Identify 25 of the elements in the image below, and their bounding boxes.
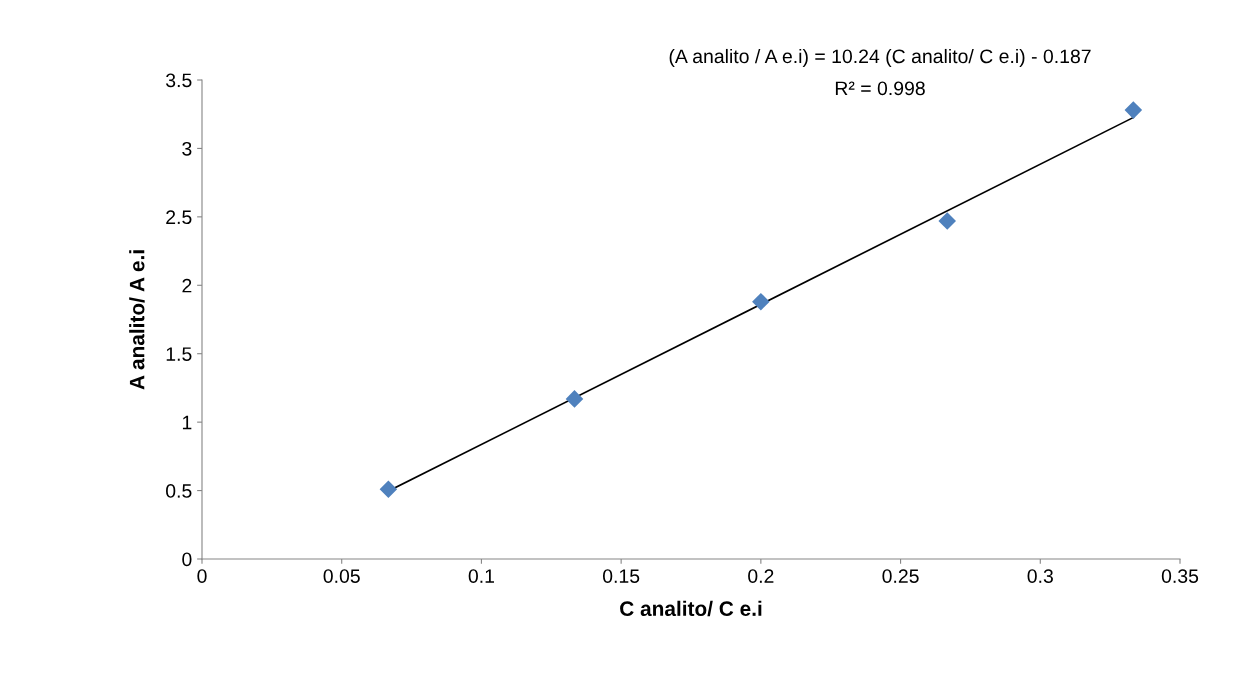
y-tick-label: 3 <box>182 141 192 156</box>
y-tick-label: 2.5 <box>166 210 192 225</box>
x-tick-label: 0 <box>197 569 207 583</box>
y-tick-label: 3.5 <box>165 73 192 88</box>
y-tick-label: 2 <box>182 278 192 293</box>
y-tick-label: 1 <box>182 415 192 430</box>
x-tick-label: 0.2 <box>748 569 774 583</box>
y-tick-label: 1.5 <box>166 347 192 361</box>
x-tick-label: 0.1 <box>468 569 494 583</box>
x-axis-title: C analito/ C e.i <box>620 600 762 617</box>
x-tick-label: 0.25 <box>882 569 919 583</box>
point <box>1124 101 1143 119</box>
point <box>752 292 770 311</box>
text: (A analito / A e.i) = 10.24 (C analito/ C e.i) - 0.187 <box>669 48 1091 68</box>
y-tick-label: 0 <box>182 552 192 567</box>
point <box>565 390 584 408</box>
x-tick-label: 0.3 <box>1027 569 1053 583</box>
x-tick-label: 0.15 <box>602 569 640 583</box>
y-tick-label: 0.5 <box>166 484 192 498</box>
annotation: R² = 0.998 <box>835 81 925 96</box>
y-axis-title: A analito/ A e.i <box>129 250 145 390</box>
point <box>938 212 957 230</box>
x-tick-label: 0.35 <box>1161 569 1199 583</box>
x-tick-label: 0.05 <box>323 569 360 583</box>
point <box>379 480 398 498</box>
